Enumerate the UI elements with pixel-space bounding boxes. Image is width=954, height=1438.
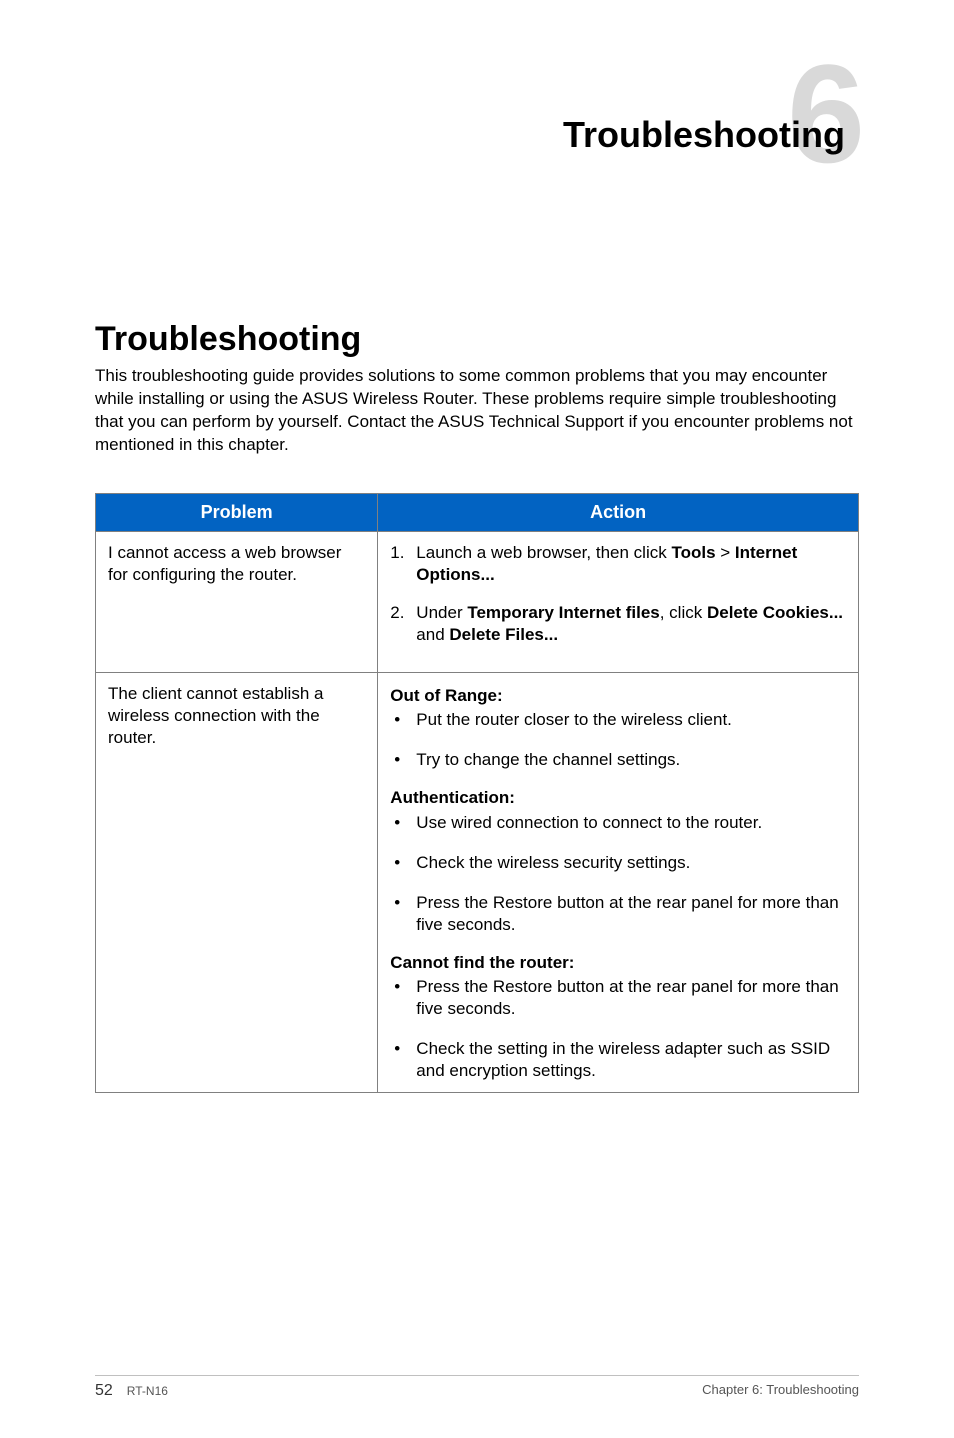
bullet-text: Try to change the channel settings. [416,749,846,771]
bullet-text: Press the Restore button at the rear pan… [416,892,846,936]
bullet-text: Put the router closer to the wireless cl… [416,709,846,731]
page-number: 52 [95,1382,113,1400]
list-item: 2. Under Temporary Internet files, click… [390,602,846,646]
page: 6 Troubleshooting Troubleshooting This t… [0,0,954,1438]
bold: Tools [671,543,715,562]
bullet-icon: • [390,976,416,1020]
list-item: •Check the setting in the wireless adapt… [390,1038,846,1082]
group-heading: Authentication: [390,787,846,809]
bullet-text: Check the wireless security settings. [416,852,846,874]
step-text: Under Temporary Internet files, click De… [416,602,846,646]
text: > [716,543,735,562]
list-item: •Press the Restore button at the rear pa… [390,892,846,936]
list-item: •Put the router closer to the wireless c… [390,709,846,731]
step-number: 2. [390,602,416,646]
list-item: 1. Launch a web browser, then click Tool… [390,542,846,586]
bullet-list: •Put the router closer to the wireless c… [390,709,846,771]
list-item: •Press the Restore button at the rear pa… [390,976,846,1020]
troubleshooting-table: Problem Action I cannot access a web bro… [95,493,859,1094]
page-footer: 52 RT-N16 Chapter 6: Troubleshooting [95,1375,859,1400]
table-row: The client cannot establish a wireless c… [96,673,859,1093]
problem-cell: The client cannot establish a wireless c… [96,673,378,1093]
list-item: •Use wired connection to connect to the … [390,812,846,834]
section-intro: This troubleshooting guide provides solu… [95,365,859,457]
group-heading: Cannot find the router: [390,952,846,974]
bullet-list: •Use wired connection to connect to the … [390,812,846,936]
action-steps: 1. Launch a web browser, then click Tool… [390,542,846,646]
step-text: Launch a web browser, then click Tools >… [416,542,846,586]
footer-chapter-ref: Chapter 6: Troubleshooting [702,1382,859,1400]
table-header-row: Problem Action [96,493,859,531]
bullet-text: Press the Restore button at the rear pan… [416,976,846,1020]
bold: Delete Files... [449,625,558,644]
list-item: •Check the wireless security settings. [390,852,846,874]
chapter-header: 6 Troubleshooting [95,70,859,200]
bullet-text: Use wired connection to connect to the r… [416,812,846,834]
text: and [416,625,449,644]
section-heading: Troubleshooting [95,320,859,359]
bullet-icon: • [390,812,416,834]
step-number: 1. [390,542,416,586]
text: Under [416,603,467,622]
model-name: RT-N16 [127,1384,168,1398]
bullet-list: •Press the Restore button at the rear pa… [390,976,846,1082]
text: , click [660,603,707,622]
bullet-icon: • [390,709,416,731]
bullet-text: Check the setting in the wireless adapte… [416,1038,846,1082]
footer-left: 52 RT-N16 [95,1382,168,1400]
action-cell: Out of Range: •Put the router closer to … [378,673,859,1093]
action-cell: 1. Launch a web browser, then click Tool… [378,531,859,672]
chapter-title: Troubleshooting [563,114,845,156]
bullet-icon: • [390,749,416,771]
bold: Temporary Internet files [467,603,659,622]
col-header-problem: Problem [96,493,378,531]
list-item: •Try to change the channel settings. [390,749,846,771]
table-row: I cannot access a web browser for config… [96,531,859,672]
group-heading: Out of Range: [390,685,846,707]
bullet-icon: • [390,892,416,936]
bold: Delete Cookies... [707,603,843,622]
bullet-icon: • [390,852,416,874]
text: Launch a web browser, then click [416,543,671,562]
bullet-icon: • [390,1038,416,1082]
col-header-action: Action [378,493,859,531]
problem-cell: I cannot access a web browser for config… [96,531,378,672]
